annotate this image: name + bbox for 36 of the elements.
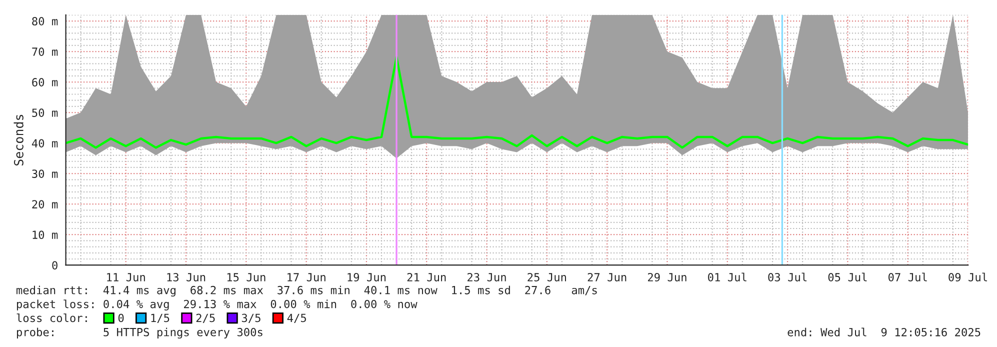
x-tick-label: 29 Jun <box>648 273 686 282</box>
x-tick-label: 13 Jun <box>167 273 206 282</box>
x-tick-label: 09 Jul <box>948 272 987 282</box>
text: packet loss: 0.04 % avg 29.13 % max 0.00 % min 0.00 % now <box>16 300 418 310</box>
legend-label: 4/5 <box>287 314 306 324</box>
y-axis-title: Seconds <box>14 114 24 166</box>
x-tick-label: 03 Jul <box>768 272 807 282</box>
x-tick-label: 05 Jul <box>828 272 867 282</box>
legend-label: 2/5 <box>196 314 215 324</box>
text: probe: 5 HTTPS pings every 300s <box>16 328 262 339</box>
y-tick-label: 0 <box>52 261 58 270</box>
y-tick-label: 80 m <box>32 17 58 26</box>
text: median rtt: 41.4 ms avg 68.2 ms max 37.6 ms min 40.1 ms now 1.5 ms sd 27.6 am/s <box>16 286 597 297</box>
y-tick-label: 60 m <box>32 78 58 86</box>
x-tick-label: 15 Jun <box>227 273 266 282</box>
x-tick-label: 23 Jun <box>468 273 506 282</box>
y-tick-label: 50 m <box>32 108 58 117</box>
legend-label: 0 <box>118 314 124 322</box>
legend-title: loss color: <box>16 313 87 322</box>
text: end: Wed Jul 9 12:05:16 2025 <box>788 328 980 336</box>
y-tick-label: 40 m <box>32 139 58 148</box>
x-tick-label: 11 Jun <box>107 273 145 282</box>
x-tick-label: 21 Jun <box>407 273 446 282</box>
x-tick-label: 17 Jun <box>288 273 326 282</box>
y-tick-label: 20 m <box>32 200 58 208</box>
x-tick-label: 25 Jun <box>528 273 566 282</box>
y-tick-label: 30 m <box>32 170 58 178</box>
x-tick-label: 19 Jun <box>348 273 386 282</box>
x-tick-label: 01 Jul <box>708 272 746 282</box>
legend-label: 1/5 <box>151 314 170 324</box>
y-tick-label: 10 m <box>32 230 58 240</box>
y-tick-label: 70 m <box>32 48 58 56</box>
line-series <box>66 56 968 149</box>
legend-label: 3/5 <box>242 314 260 324</box>
x-tick-label: 07 Jul <box>888 272 927 282</box>
x-tick-label: 27 Jun <box>588 273 626 282</box>
